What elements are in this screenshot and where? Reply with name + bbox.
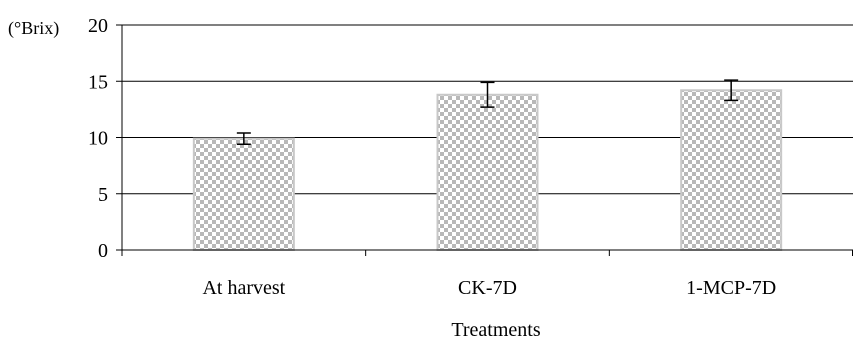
y-tick-label: 5 bbox=[98, 184, 108, 206]
y-tick-label: 15 bbox=[88, 71, 108, 93]
x-axis-title: Treatments bbox=[451, 319, 540, 341]
error-bars bbox=[236, 79, 739, 145]
y-axis-unit-label: (°Brix) bbox=[8, 18, 59, 39]
x-category-label: CK-7D bbox=[458, 277, 517, 299]
labels: (°Brix) Treatments 0 5 10 15 20 At harvest CK-… bbox=[8, 15, 776, 341]
x-category-label: 1-MCP-7D bbox=[686, 277, 776, 299]
bar bbox=[680, 89, 783, 251]
bar bbox=[192, 137, 295, 251]
y-tick-label: 10 bbox=[88, 128, 108, 150]
y-tick-label: 20 bbox=[88, 15, 108, 37]
axes bbox=[116, 24, 853, 256]
x-category-label: At harvest bbox=[202, 277, 285, 299]
bars bbox=[192, 89, 783, 251]
bar bbox=[436, 93, 539, 251]
y-tick-label: 0 bbox=[98, 240, 108, 262]
